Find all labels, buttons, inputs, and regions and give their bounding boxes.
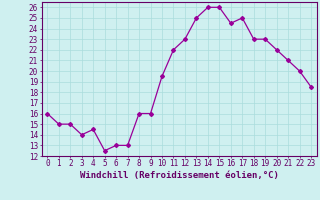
X-axis label: Windchill (Refroidissement éolien,°C): Windchill (Refroidissement éolien,°C) (80, 171, 279, 180)
